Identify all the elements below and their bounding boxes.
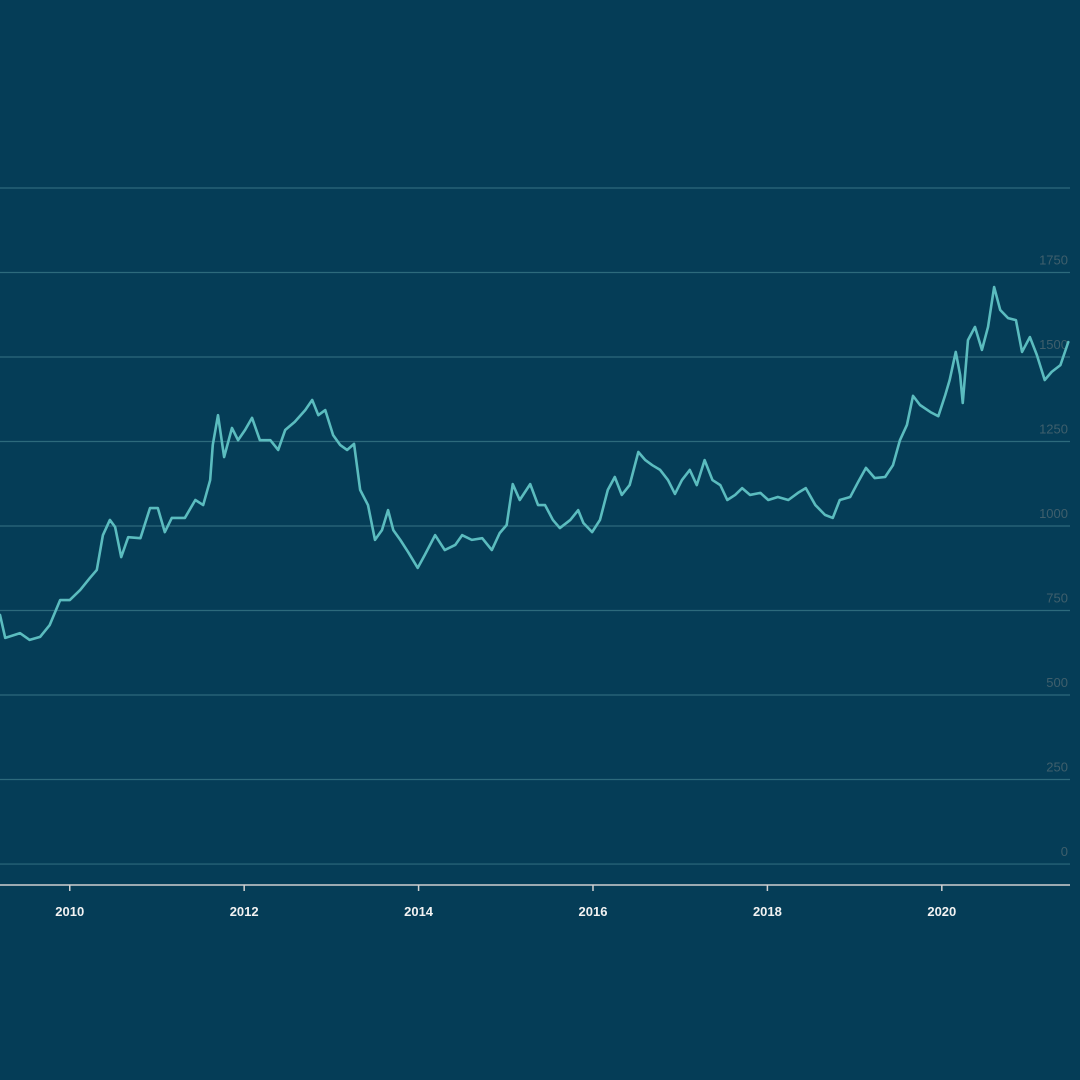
y-tick-label: 250 [1046,760,1068,775]
x-tick-label: 2018 [753,904,782,919]
grid: 0 250 500 750 1000 1250 1500 1750 [0,187,1070,865]
y-tick-label: 1500 [1039,337,1068,352]
x-tick-label: 2010 [55,904,84,919]
x-axis: 2010 2012 2014 2016 2018 2020 [0,884,1070,919]
x-tick-label: 2012 [230,904,259,919]
y-tick-label: 1750 [1039,253,1068,268]
y-tick-label: 0 [1061,844,1068,859]
x-tick-label: 2014 [404,904,434,919]
x-tick-label: 2016 [579,904,608,919]
x-tick-label: 2020 [927,904,956,919]
plot-area [0,285,1070,642]
price-line [0,285,1070,642]
y-tick-label: 750 [1046,591,1068,606]
y-tick-label: 1000 [1039,506,1068,521]
y-tick-label: 1250 [1039,422,1068,437]
y-tick-label: 500 [1046,675,1068,690]
